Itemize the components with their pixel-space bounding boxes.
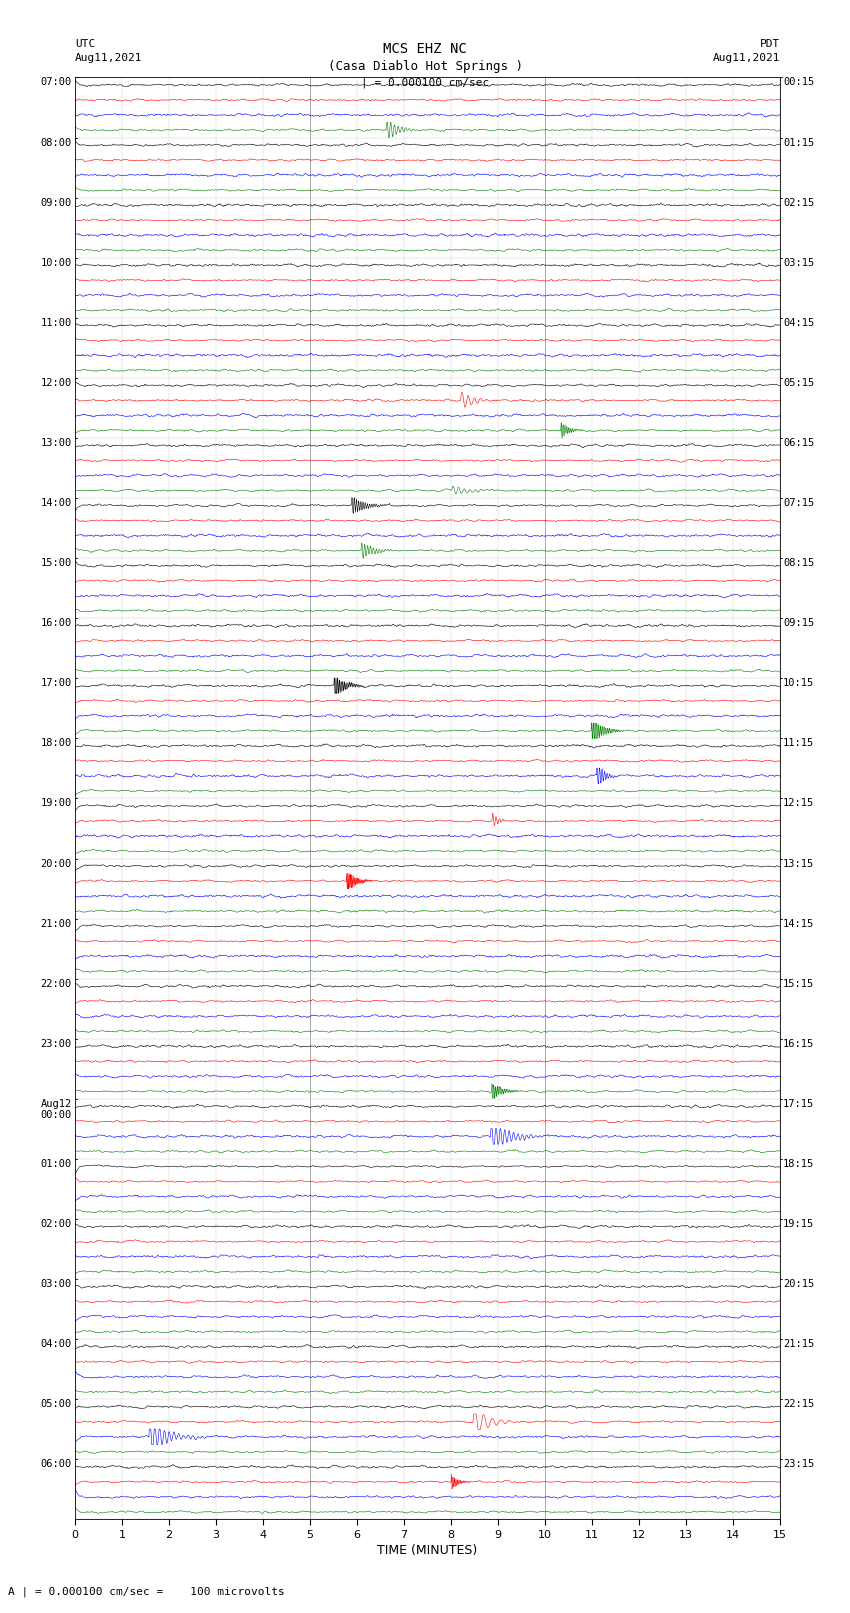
Text: PDT: PDT (760, 39, 780, 48)
Text: 05:15: 05:15 (783, 377, 814, 387)
Text: 14:00: 14:00 (41, 498, 72, 508)
Text: 23:15: 23:15 (783, 1460, 814, 1469)
Text: 04:15: 04:15 (783, 318, 814, 327)
Text: 04:00: 04:00 (41, 1339, 72, 1348)
Text: | = 0.000100 cm/sec: | = 0.000100 cm/sec (361, 77, 489, 89)
Text: 00:15: 00:15 (783, 77, 814, 87)
Text: 05:00: 05:00 (41, 1398, 72, 1410)
Text: 02:15: 02:15 (783, 198, 814, 208)
Text: 12:00: 12:00 (41, 377, 72, 387)
Text: 19:15: 19:15 (783, 1219, 814, 1229)
Text: 13:00: 13:00 (41, 437, 72, 448)
Text: 12:15: 12:15 (783, 798, 814, 808)
Text: 01:15: 01:15 (783, 137, 814, 147)
Text: 07:00: 07:00 (41, 77, 72, 87)
Text: 19:00: 19:00 (41, 798, 72, 808)
Text: 21:00: 21:00 (41, 919, 72, 929)
Text: 20:15: 20:15 (783, 1279, 814, 1289)
Text: 14:15: 14:15 (783, 919, 814, 929)
Text: 20:00: 20:00 (41, 858, 72, 868)
X-axis label: TIME (MINUTES): TIME (MINUTES) (377, 1544, 478, 1557)
Text: 09:15: 09:15 (783, 618, 814, 627)
Text: 02:00: 02:00 (41, 1219, 72, 1229)
Text: 01:00: 01:00 (41, 1158, 72, 1169)
Text: 06:15: 06:15 (783, 437, 814, 448)
Text: 21:15: 21:15 (783, 1339, 814, 1348)
Text: 18:00: 18:00 (41, 739, 72, 748)
Text: 23:00: 23:00 (41, 1039, 72, 1048)
Text: 16:00: 16:00 (41, 618, 72, 627)
Text: A | = 0.000100 cm/sec =    100 microvolts: A | = 0.000100 cm/sec = 100 microvolts (8, 1586, 286, 1597)
Text: 09:00: 09:00 (41, 198, 72, 208)
Text: 18:15: 18:15 (783, 1158, 814, 1169)
Text: 17:00: 17:00 (41, 679, 72, 689)
Text: 16:15: 16:15 (783, 1039, 814, 1048)
Text: 07:15: 07:15 (783, 498, 814, 508)
Text: UTC: UTC (75, 39, 95, 48)
Text: 13:15: 13:15 (783, 858, 814, 868)
Text: 22:00: 22:00 (41, 979, 72, 989)
Text: 08:15: 08:15 (783, 558, 814, 568)
Text: 15:15: 15:15 (783, 979, 814, 989)
Text: 11:15: 11:15 (783, 739, 814, 748)
Text: 03:00: 03:00 (41, 1279, 72, 1289)
Text: 06:00: 06:00 (41, 1460, 72, 1469)
Text: 08:00: 08:00 (41, 137, 72, 147)
Text: Aug12
00:00: Aug12 00:00 (41, 1098, 72, 1119)
Text: 03:15: 03:15 (783, 258, 814, 268)
Text: MCS EHZ NC: MCS EHZ NC (383, 42, 467, 56)
Text: Aug11,2021: Aug11,2021 (713, 53, 780, 63)
Text: 22:15: 22:15 (783, 1398, 814, 1410)
Text: 17:15: 17:15 (783, 1098, 814, 1108)
Text: 11:00: 11:00 (41, 318, 72, 327)
Text: Aug11,2021: Aug11,2021 (75, 53, 142, 63)
Text: 10:00: 10:00 (41, 258, 72, 268)
Text: 10:15: 10:15 (783, 679, 814, 689)
Text: 15:00: 15:00 (41, 558, 72, 568)
Text: (Casa Diablo Hot Springs ): (Casa Diablo Hot Springs ) (327, 60, 523, 73)
